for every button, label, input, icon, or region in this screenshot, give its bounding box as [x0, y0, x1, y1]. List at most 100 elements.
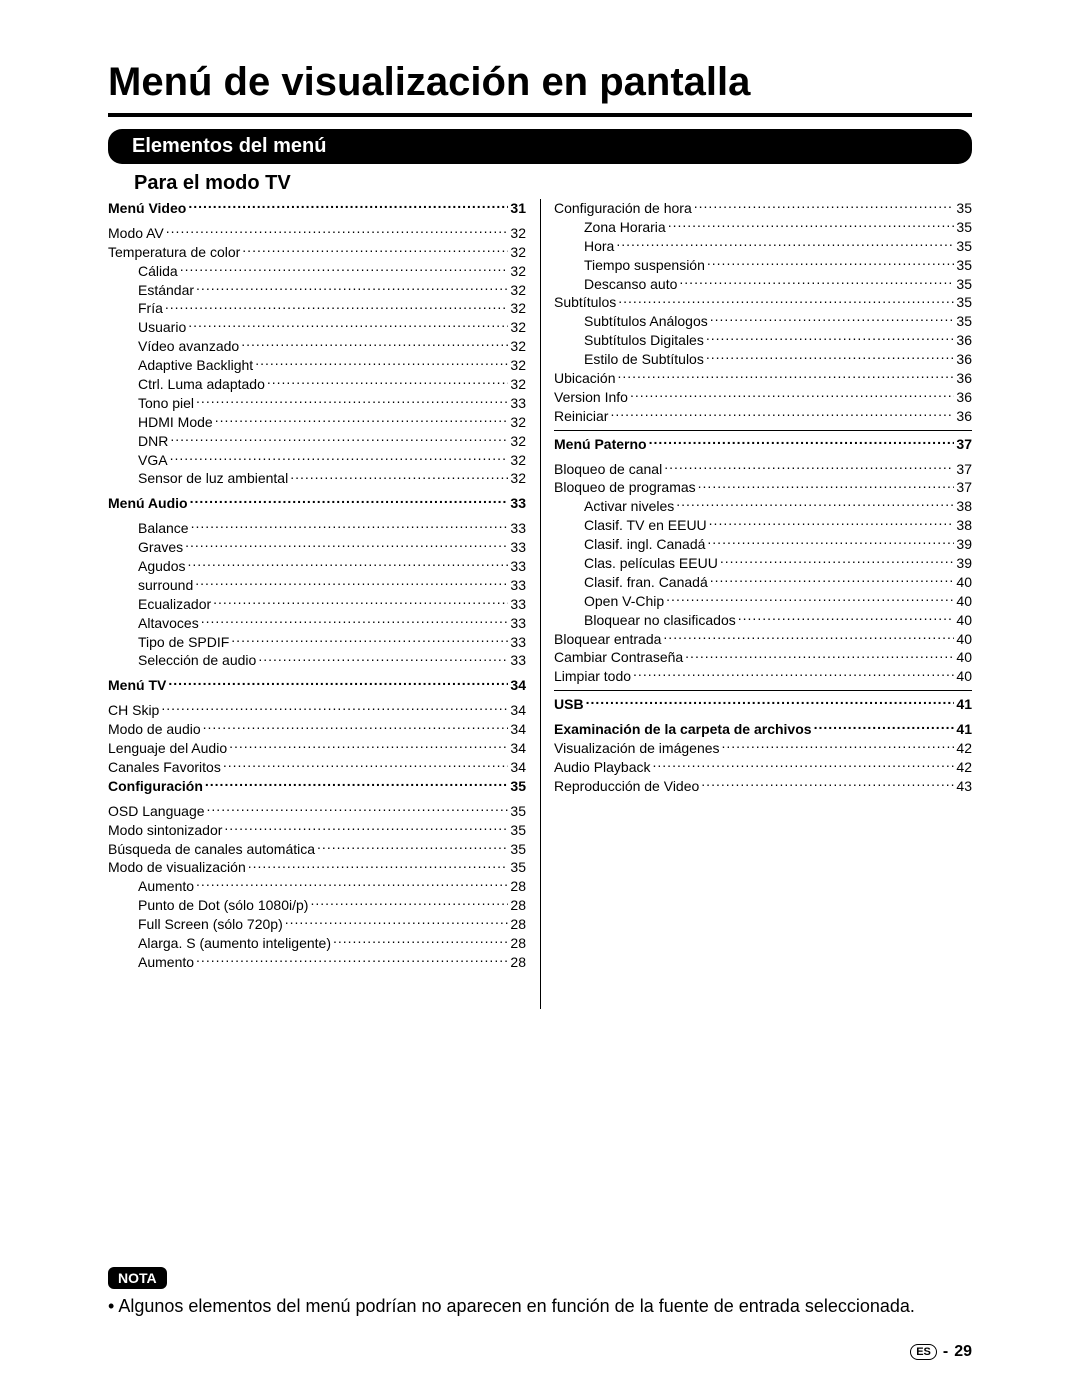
toc-leader-dots — [195, 576, 508, 590]
toc-label: Clasif. ingl. Canadá — [584, 535, 705, 554]
footer-sep: - — [943, 1343, 948, 1361]
toc-page: 32 — [510, 469, 526, 488]
toc-row: Bloquear no clasificados40 — [554, 611, 972, 630]
toc-row: USB41 — [554, 695, 972, 714]
toc-page: 33 — [510, 557, 526, 576]
toc-leader-dots — [610, 407, 954, 421]
toc-leader-dots — [630, 388, 954, 402]
toc-label: Descanso auto — [584, 275, 677, 294]
toc-label: VGA — [138, 451, 168, 470]
toc-label: Lenguaje del Audio — [108, 739, 227, 758]
toc-page: 40 — [956, 630, 972, 649]
toc-label: Modo de visualización — [108, 858, 246, 877]
toc-leader-dots — [649, 435, 955, 449]
toc-page: 33 — [510, 494, 526, 513]
toc-leader-dots — [196, 394, 508, 408]
toc-row: Aumento28 — [108, 953, 526, 972]
toc-page: 33 — [510, 538, 526, 557]
toc-label: DNR — [138, 432, 168, 451]
toc-row: Activar niveles38 — [554, 497, 972, 516]
toc-label: Tiempo suspensión — [584, 256, 705, 275]
toc-label: Canales Favoritos — [108, 758, 221, 777]
toc-row: Subtítulos35 — [554, 293, 972, 312]
toc-page: 35 — [510, 858, 526, 877]
toc-page: 36 — [956, 369, 972, 388]
toc-row: Menú Video31 — [108, 199, 526, 218]
toc-leader-dots — [207, 802, 509, 816]
toc-label: Examinación de la carpeta de archivos — [554, 720, 812, 739]
toc-label: Balance — [138, 519, 189, 538]
toc-leader-dots — [290, 469, 508, 483]
toc-label: Modo de audio — [108, 720, 201, 739]
toc-row: Canales Favoritos34 — [108, 758, 526, 777]
toc-page: 36 — [956, 388, 972, 407]
toc-page: 35 — [510, 777, 526, 796]
toc-row: Subtítulos Análogos35 — [554, 312, 972, 331]
toc-leader-dots — [185, 538, 508, 552]
toc-page: 28 — [510, 915, 526, 934]
toc-divider — [554, 690, 972, 691]
toc-row: Temperatura de color32 — [108, 243, 526, 262]
toc-leader-dots — [166, 224, 509, 238]
toc-leader-dots — [706, 331, 955, 345]
toc-page: 32 — [510, 318, 526, 337]
toc-label: Graves — [138, 538, 183, 557]
toc-label: Audio Playback — [554, 758, 651, 777]
toc-leader-dots — [248, 858, 509, 872]
note-text: • Algunos elementos del menú podrían no … — [108, 1295, 972, 1318]
toc-row: Modo AV 32 — [108, 224, 526, 243]
toc-row: Balance33 — [108, 519, 526, 538]
toc-label: CH Skip — [108, 701, 159, 720]
toc-label: OSD Language — [108, 802, 205, 821]
toc-page: 32 — [510, 413, 526, 432]
note-label: NOTA — [108, 1267, 167, 1289]
toc-row: Bloquear entrada40 — [554, 630, 972, 649]
toc-row: Open V-Chip40 — [554, 592, 972, 611]
note-body: Algunos elementos del menú podrían no ap… — [118, 1296, 915, 1316]
toc-row: Clasif. fran. Canadá40 — [554, 573, 972, 592]
toc-page: 35 — [510, 840, 526, 859]
toc-page: 32 — [510, 224, 526, 243]
page-title: Menú de visualización en pantalla — [108, 60, 972, 105]
toc-leader-dots — [223, 758, 509, 772]
toc-label: Activar niveles — [584, 497, 674, 516]
toc-label: Fría — [138, 299, 163, 318]
toc-leader-dots — [241, 337, 508, 351]
toc-label: Visualización de imágenes — [554, 739, 720, 758]
toc-leader-dots — [203, 720, 509, 734]
toc-leader-dots — [707, 256, 955, 270]
toc-row: Full Screen (sólo 720p)28 — [108, 915, 526, 934]
toc-leader-dots — [161, 701, 508, 715]
toc-row: Sensor de luz ambiental32 — [108, 469, 526, 488]
note-block: NOTA • Algunos elementos del menú podría… — [108, 1267, 972, 1318]
toc-page: 39 — [956, 535, 972, 554]
toc-leader-dots — [187, 557, 508, 571]
toc-row: Hora35 — [554, 237, 972, 256]
toc-leader-dots — [170, 451, 509, 465]
toc-label: Cálida — [138, 262, 178, 281]
toc-leader-dots — [710, 573, 955, 587]
toc-page: 32 — [510, 262, 526, 281]
toc-row: Clas. películas EEUU39 — [554, 554, 972, 573]
toc-label: Menú Video — [108, 199, 186, 218]
toc-label: Ctrl. Luma adaptado — [138, 375, 265, 394]
toc-row: Graves 33 — [108, 538, 526, 557]
toc-page: 28 — [510, 934, 526, 953]
toc-label: Modo AV — [108, 224, 164, 243]
toc-leader-dots — [196, 281, 508, 295]
page-footer: ES - 29 — [910, 1343, 972, 1361]
toc-page: 28 — [510, 877, 526, 896]
toc-leader-dots — [586, 695, 955, 709]
toc-leader-dots — [707, 535, 954, 549]
toc-page: 35 — [510, 802, 526, 821]
toc-page: 40 — [956, 573, 972, 592]
toc-page: 35 — [956, 199, 972, 218]
toc-leader-dots — [676, 497, 954, 511]
toc-leader-dots — [653, 758, 955, 772]
toc-label: Búsqueda de canales automática — [108, 840, 315, 859]
toc-page: 34 — [510, 720, 526, 739]
toc-leader-dots — [814, 720, 955, 734]
toc-leader-dots — [215, 413, 509, 427]
toc-row: Reproducción de Video43 — [554, 777, 972, 796]
toc-page: 28 — [510, 896, 526, 915]
